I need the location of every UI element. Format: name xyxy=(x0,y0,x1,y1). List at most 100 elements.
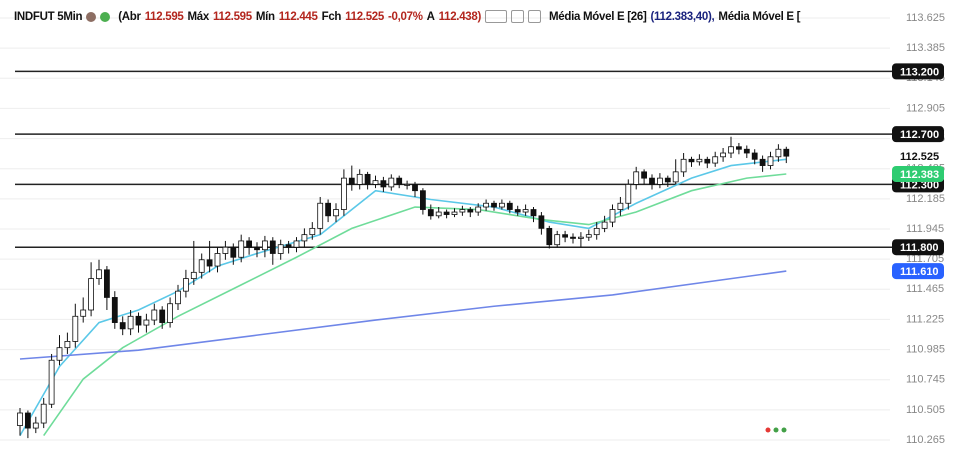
candle-body xyxy=(24,412,31,429)
price-badge xyxy=(892,148,944,165)
candle-body xyxy=(680,158,687,173)
candle-body xyxy=(127,315,134,330)
candle-body xyxy=(214,253,221,267)
candle-body xyxy=(293,240,300,248)
candle-body xyxy=(143,319,150,326)
y-tick-label: 110.505 xyxy=(906,404,945,416)
candle-body xyxy=(649,177,655,185)
candle-body xyxy=(198,259,205,273)
header-item: (112.383,40), xyxy=(650,10,715,23)
candle-body xyxy=(364,173,371,185)
candle-body xyxy=(88,278,94,311)
candle-body xyxy=(585,234,592,238)
candle-body xyxy=(712,156,719,164)
candle-body xyxy=(514,209,521,213)
candle-body xyxy=(736,146,742,150)
header-item: INDFUT 5Min xyxy=(14,10,83,23)
header-item: 112.438) xyxy=(438,10,482,23)
candle-body xyxy=(40,403,47,424)
candle-body xyxy=(80,309,87,317)
candle-body xyxy=(633,171,640,185)
price-label: 112.383 xyxy=(900,169,939,181)
candle-body xyxy=(483,202,490,208)
candle-body xyxy=(475,206,482,213)
candle-body xyxy=(412,184,418,192)
candle-body xyxy=(206,259,213,267)
candle-body xyxy=(159,309,166,323)
candle-body xyxy=(261,240,268,251)
candle-body xyxy=(230,246,237,258)
candle-body xyxy=(562,234,568,238)
candle-body xyxy=(743,148,750,154)
candle-body xyxy=(190,271,197,280)
header: INDFUT 5Min (Abr 112.595 Máx 112.595 Mín 112.4… xyxy=(14,10,804,23)
candle-body xyxy=(617,202,624,210)
level-label: 111.800 xyxy=(900,242,939,254)
candle-body xyxy=(783,148,790,157)
candle-body xyxy=(269,240,276,254)
candle-body xyxy=(696,158,703,163)
candle-body xyxy=(309,227,316,236)
y-tick-label: 113.385 xyxy=(906,42,945,54)
candle-body xyxy=(578,236,584,239)
candle-body xyxy=(506,202,513,210)
candle-body xyxy=(720,152,726,158)
candle-body xyxy=(372,180,379,185)
candle-body xyxy=(601,221,608,229)
candle-body xyxy=(664,177,671,183)
candle-body xyxy=(427,209,434,217)
header-item: Mín xyxy=(255,10,275,23)
candle-body xyxy=(491,202,497,208)
candle-body xyxy=(767,156,774,166)
candle-body xyxy=(467,209,474,213)
candle-body xyxy=(625,184,632,204)
candle-body xyxy=(72,315,79,342)
candle-body xyxy=(135,315,142,326)
candle-body xyxy=(111,297,118,323)
candle-body xyxy=(380,180,387,188)
candle-body xyxy=(104,269,110,298)
candle-body xyxy=(459,209,466,213)
candle-body xyxy=(641,171,647,179)
candle-body xyxy=(340,177,347,210)
candle-body xyxy=(64,341,71,349)
candle-body xyxy=(435,211,442,217)
candle-body xyxy=(56,347,63,361)
candle-body xyxy=(657,177,663,185)
y-tick-label: 113.625 xyxy=(906,12,945,24)
candle-body xyxy=(277,244,284,254)
y-tick-label: 111.945 xyxy=(906,223,944,235)
level-badge xyxy=(892,126,944,143)
candle-body xyxy=(554,234,561,246)
price-badge xyxy=(892,165,944,182)
candle-body xyxy=(333,209,339,217)
y-tick-label: 110.265 xyxy=(906,434,945,446)
header-item: A xyxy=(426,10,435,23)
header-item: 112.525 xyxy=(345,10,384,23)
level-label: 112.700 xyxy=(900,129,939,141)
candle-body xyxy=(728,146,734,154)
candle-body xyxy=(522,209,529,213)
candle-body xyxy=(751,152,758,160)
price-label: 111.610 xyxy=(900,266,939,278)
header-item: 112.595 xyxy=(144,10,184,23)
toolbar-buttons[interactable] xyxy=(485,10,545,23)
candle-body xyxy=(17,412,23,426)
candle-body xyxy=(672,171,679,183)
candle-body xyxy=(317,202,324,229)
candle-body xyxy=(222,246,229,254)
candle-body xyxy=(238,240,245,258)
status-icons xyxy=(86,11,114,23)
level-badge xyxy=(892,63,944,80)
candle-body xyxy=(151,309,158,321)
header-item: Média Móvel E [26] xyxy=(549,10,647,23)
y-tick-label: 111.705 xyxy=(906,253,944,265)
level-badge xyxy=(892,239,944,256)
candle-body xyxy=(96,269,102,280)
y-tick-label: 110.985 xyxy=(906,343,945,355)
candle-body xyxy=(167,303,174,323)
candle-body xyxy=(48,359,55,405)
status-dot xyxy=(765,427,771,433)
